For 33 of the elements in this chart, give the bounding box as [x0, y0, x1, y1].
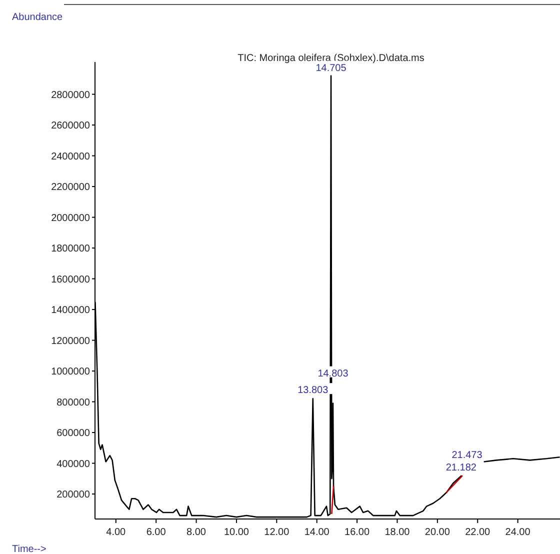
y-tick-label: 400000 [56, 458, 90, 470]
chart-title: TIC: Moringa oleifera (Sohxlex).D\data.ms [238, 53, 424, 64]
y-tick-label: 1000000 [51, 366, 90, 378]
x-tick-label: 20.00 [424, 527, 450, 538]
x-tick-label: 16.00 [344, 527, 370, 538]
y-tick-label: 1800000 [51, 244, 90, 255]
annotation: 21.182 [446, 462, 477, 474]
x-tick-label: 4.00 [106, 527, 126, 538]
x-tick-label: 14.00 [304, 527, 330, 538]
x-tick-label: 22.00 [465, 527, 491, 538]
y-tick-label: 200000 [56, 490, 90, 501]
y-axis-title: Abundance [12, 12, 64, 23]
y-tick-label: 800000 [56, 397, 90, 408]
x-tick-label: 12.00 [264, 527, 290, 538]
y-tick-label: 600000 [56, 428, 90, 440]
x-tick-label: 24.00 [505, 527, 531, 538]
annotation: 21.473 [452, 450, 483, 462]
x-tick-label: 10.00 [224, 527, 250, 538]
y-tick-label: 2000000 [51, 212, 90, 224]
y-tick-label: 2400000 [51, 151, 90, 162]
y-tick-label: 1600000 [51, 274, 90, 286]
y-tick-label: 2600000 [51, 120, 90, 132]
y-tick-label: 1400000 [51, 305, 90, 316]
x-tick-label: 18.00 [384, 527, 410, 538]
x-axis-title: Time--> [12, 544, 47, 554]
y-tick-label: 2200000 [51, 182, 90, 194]
annotation: 14.803 [318, 368, 349, 380]
annotation: 13.803 [298, 385, 329, 396]
x-tick-label: 8.00 [186, 527, 206, 538]
y-tick-label: 2800000 [51, 90, 90, 101]
y-tick-label: 1200000 [51, 336, 90, 347]
annotation: 14.705 [316, 62, 347, 74]
x-tick-label: 6.00 [146, 527, 166, 538]
